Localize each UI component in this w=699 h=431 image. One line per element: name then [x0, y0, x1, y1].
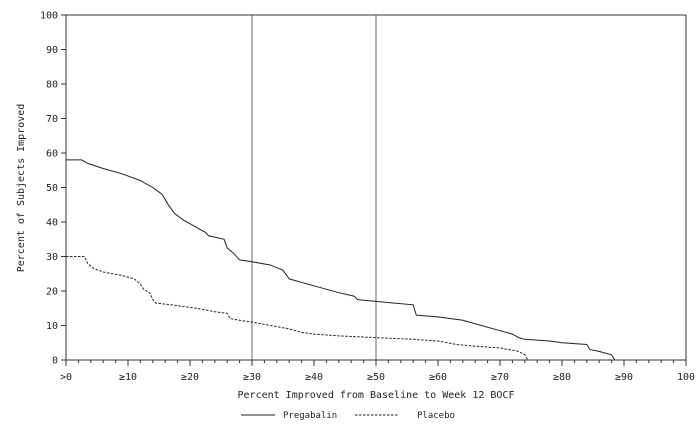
x-axis-label: Percent Improved from Baseline to Week 1…: [238, 390, 515, 401]
legend-pregabalin-label: Pregabalin: [283, 411, 337, 421]
x-tick-label: ≥30: [243, 372, 261, 383]
x-tick-label: ≥50: [367, 372, 385, 383]
series-line-pregabalin: [66, 159, 616, 361]
legend: Pregabalin Placebo: [241, 411, 455, 421]
y-tick-label: 30: [46, 252, 58, 263]
legend-placebo-label: Placebo: [417, 411, 455, 421]
y-tick-label: 40: [46, 218, 58, 229]
y-axis-label: Percent of Subjects Improved: [16, 104, 27, 273]
y-tick-label: 80: [46, 80, 58, 91]
x-tick-label: ≥90: [615, 372, 633, 383]
y-tick-label: 90: [46, 45, 58, 56]
x-tick-label: 100: [677, 372, 695, 383]
reference-lines: [251, 15, 377, 360]
y-tick-label: 10: [46, 321, 58, 332]
y-tick-label: 20: [46, 287, 58, 298]
y-tick-label: 50: [46, 183, 58, 194]
x-tick-label: ≥60: [429, 372, 447, 383]
y-tick-label: 60: [46, 149, 58, 160]
x-tick-label: ≥40: [305, 372, 323, 383]
series-line-placebo: [66, 256, 529, 361]
plot-area: >0 ≥10 ≥20 ≥30 ≥40 ≥50 ≥60 ≥70 ≥80 ≥90 100 0 10 20 30…: [40, 11, 695, 384]
x-axis: >0 ≥10 ≥20 ≥30 ≥40 ≥50 ≥60 ≥70 ≥80 ≥90 100: [60, 360, 695, 383]
x-tick-label: >0: [60, 372, 72, 383]
y-axis: 0 10 20 30 40 50 60 70 80 90 100: [40, 11, 66, 367]
y-tick-label: 0: [52, 356, 58, 367]
x-tick-label: ≥70: [491, 372, 509, 383]
x-tick-label: ≥80: [553, 372, 571, 383]
series-layer: [66, 159, 616, 361]
x-tick-label: ≥20: [181, 372, 199, 383]
y-tick-label: 100: [40, 11, 58, 22]
x-tick-label: ≥10: [119, 372, 137, 383]
y-tick-label: 70: [46, 114, 58, 125]
